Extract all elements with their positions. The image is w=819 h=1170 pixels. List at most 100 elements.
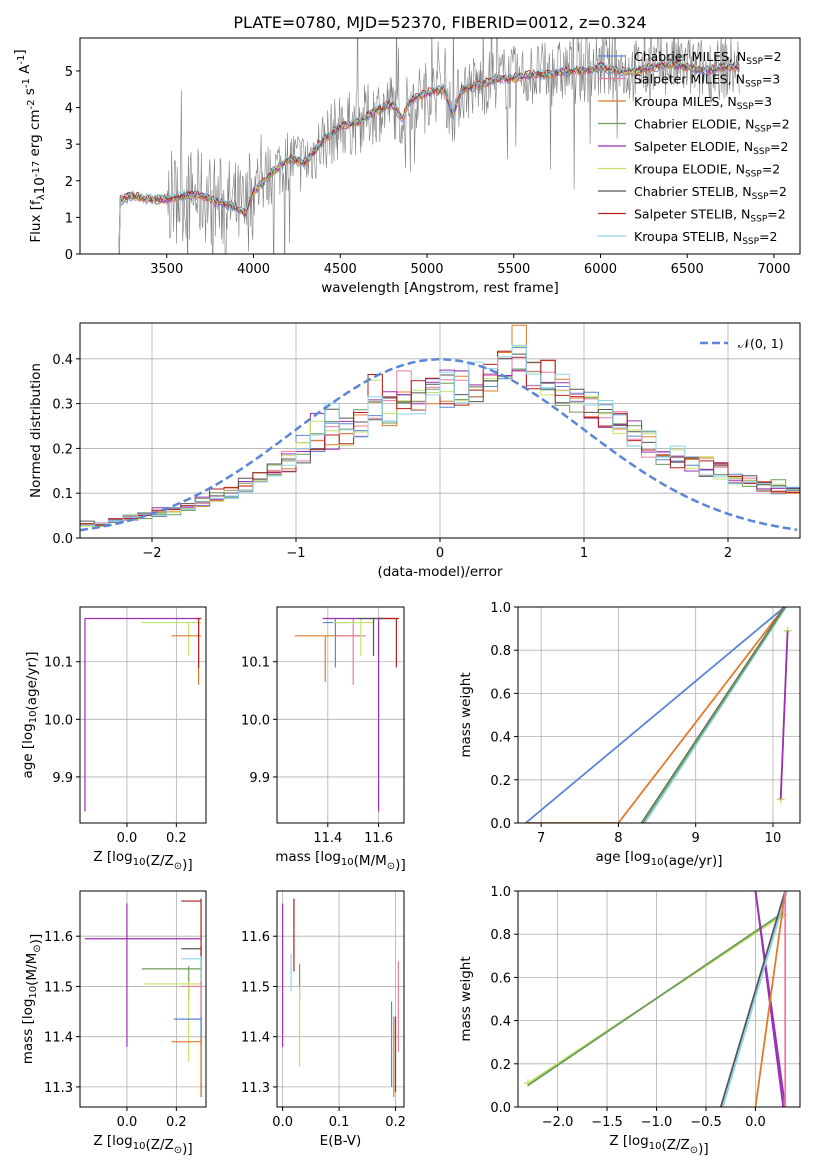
legend-label-chabrier_elodie: Chabrier ELODIE, NSSP=2 [634,117,790,135]
axes-frame [79,37,801,255]
y-axis-label: Flux [fλ10-17 erg cm-2 s-1 A-1] [12,49,48,242]
x-tick-label: −2 [142,546,161,561]
x-tick-label: 0.0 [745,1115,766,1130]
x-tick-label: 7000 [757,262,790,277]
y-tick-label: 0.8 [490,928,511,943]
x-axis-label: (data-model)/error [377,564,503,580]
errorbar-kroupa_elodie [141,621,202,656]
y-axis-label: Normed distribution [28,363,44,498]
x-tick-label: 0.0 [117,831,138,846]
label-part: mass [log [275,849,341,865]
errorbar-chabrier_stelib [394,1016,397,1092]
y-tick-label: 11.5 [241,980,270,995]
y-tick-label: 0.6 [490,971,511,986]
label-part: (age/yr)] [24,651,40,710]
x-axis-label: Z [log10(Z/Z⊙)] [609,1133,708,1157]
label-part: λ [36,194,47,200]
label-part: A [17,64,33,78]
weight-line-chabrier_miles [525,607,786,823]
errorbar-salpeter_miles [397,961,399,1052]
y-tick-label: 4 [65,102,73,117]
y-tick-label: 0.3 [52,398,73,413]
weight-line-chabrier_elodie [641,607,787,823]
legend-text-part: Chabrier STELIB, N [634,184,752,199]
y-tick-label: 0.2 [52,442,73,457]
plot-area-age-vs-Z [84,617,202,812]
label-part: mass [log [20,999,36,1065]
label-part: 10 [28,711,39,724]
legend-text-part: SSP [745,80,762,90]
x-axis-label: E(B-V) [320,1133,362,1149]
label-part: mass weight [458,956,474,1041]
label-part: )] [395,857,406,873]
x-axis-label: Z [log10(Z/Z⊙)] [93,849,192,873]
y-tick-label: 11.3 [241,1081,270,1096]
y-tick-label: 2 [65,175,73,190]
axes-frame [517,606,801,824]
errorbar-kroupa_elodie [144,981,202,1062]
errorbar-kroupa_miles [393,1016,395,1097]
legend-label-salpeter_miles: Salpeter MILES, NSSP=3 [634,72,780,90]
x-axis-label: mass [log10(M/M⊙)] [275,849,405,873]
y-tick-label: 10.1 [44,656,73,671]
label-part: (age/yr)] [663,853,722,869]
y-tick-label: 0.0 [52,532,73,547]
x-tick-label: 0.0 [272,1115,293,1130]
legend-text-part: =2 [770,139,788,154]
label-part: 10 [651,857,664,868]
x-tick-label: 0.0 [117,1115,138,1130]
label-part: ⊙ [174,1145,182,1156]
weight-line-chabrier_stelib [719,891,787,1107]
label-part: 10 [32,177,48,194]
errorbar-salpeter_elodie [322,617,394,812]
y-tick-label: 3 [65,138,73,153]
axes-frame [79,606,207,824]
weight-line-kroupa_stelib [721,891,788,1107]
y-tick-label: 11.6 [241,930,270,945]
weight-line-chabrier_elodie [527,911,784,1087]
x-tick-label: 2 [724,546,732,561]
label-part: )] [182,857,193,873]
legend-label-chabrier_stelib: Chabrier STELIB, NSSP=2 [634,184,787,202]
label-part: ] [12,49,28,54]
legend-text-part: =2 [763,49,781,64]
errorbar-kroupa_stelib [290,953,292,992]
x-tick-label: 9 [692,831,700,846]
label-part: (Z/Z [145,1137,173,1153]
legend-text-part: Salpeter STELIB, N [634,207,750,222]
label-part: 10 [133,1141,146,1152]
x-tick-label: 0 [436,546,444,561]
x-tick-label: 5000 [410,262,443,277]
legend-text-part: SSP [737,102,754,112]
label-part: ⊙ [174,861,182,872]
label-part: -17 [31,161,42,177]
x-tick-label: 11.6 [364,831,393,846]
label-part: wavelength [Angstrom, rest frame] [321,280,559,296]
errorbar-kroupa_miles [171,1036,202,1097]
weight-line-salpeter_elodie [754,891,785,1107]
label-part: s [22,88,38,99]
label-part: Flux [f [28,199,44,243]
legend-text-part: SSP [746,57,763,67]
y-tick-label: 9.9 [52,771,73,786]
errorbar-chabrier_miles [322,618,349,668]
legend-label-salpeter_elodie: Salpeter ELODIE, NSSP=2 [634,139,788,157]
x-tick-label: 0.1 [329,1115,350,1130]
errorbar-salpeter_elodie [84,903,202,1047]
axes-frame [79,890,207,1108]
label-part: (Z/Z [145,853,173,869]
axes-frame [276,606,405,824]
errorbar-salpeter_elodie [84,617,202,812]
model-spectrum-kroupa_stelib [114,57,740,254]
label-part: (data-model)/error [377,564,503,580]
x-tick-label: −1.5 [591,1115,623,1130]
y-tick-label: 11.4 [241,1031,270,1046]
label-part: -1 [21,78,32,88]
y-tick-label: 0.4 [52,353,73,368]
errorbar-salpeter_stelib [181,898,202,1097]
errorbar-kroupa_elodie [298,986,301,1067]
x-tick-label: 0.2 [385,1115,406,1130]
label-part: )] [698,1141,709,1157]
label-part: 10 [649,1141,662,1152]
legend-text-part: Salpeter ELODIE, N [634,139,753,154]
